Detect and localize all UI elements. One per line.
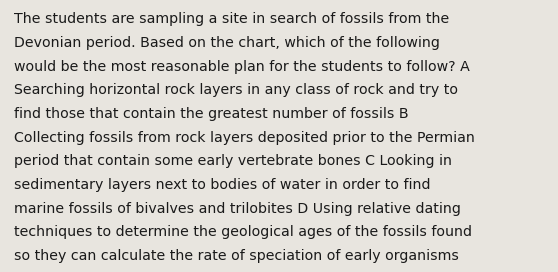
Text: techniques to determine the geological ages of the fossils found: techniques to determine the geological a… xyxy=(14,225,472,239)
Text: sedimentary layers next to bodies of water in order to find: sedimentary layers next to bodies of wat… xyxy=(14,178,430,192)
Text: marine fossils of bivalves and trilobites D Using relative dating: marine fossils of bivalves and trilobite… xyxy=(14,202,461,215)
Text: find those that contain the greatest number of fossils B: find those that contain the greatest num… xyxy=(14,107,408,121)
Text: Devonian period. Based on the chart, which of the following: Devonian period. Based on the chart, whi… xyxy=(14,36,440,50)
Text: would be the most reasonable plan for the students to follow? A: would be the most reasonable plan for th… xyxy=(14,60,470,73)
Text: period that contain some early vertebrate bones C Looking in: period that contain some early vertebrat… xyxy=(14,154,452,168)
Text: Collecting fossils from rock layers deposited prior to the Permian: Collecting fossils from rock layers depo… xyxy=(14,131,475,144)
Text: The students are sampling a site in search of fossils from the: The students are sampling a site in sear… xyxy=(14,12,449,26)
Text: so they can calculate the rate of speciation of early organisms: so they can calculate the rate of specia… xyxy=(14,249,459,263)
Text: Searching horizontal rock layers in any class of rock and try to: Searching horizontal rock layers in any … xyxy=(14,83,458,97)
